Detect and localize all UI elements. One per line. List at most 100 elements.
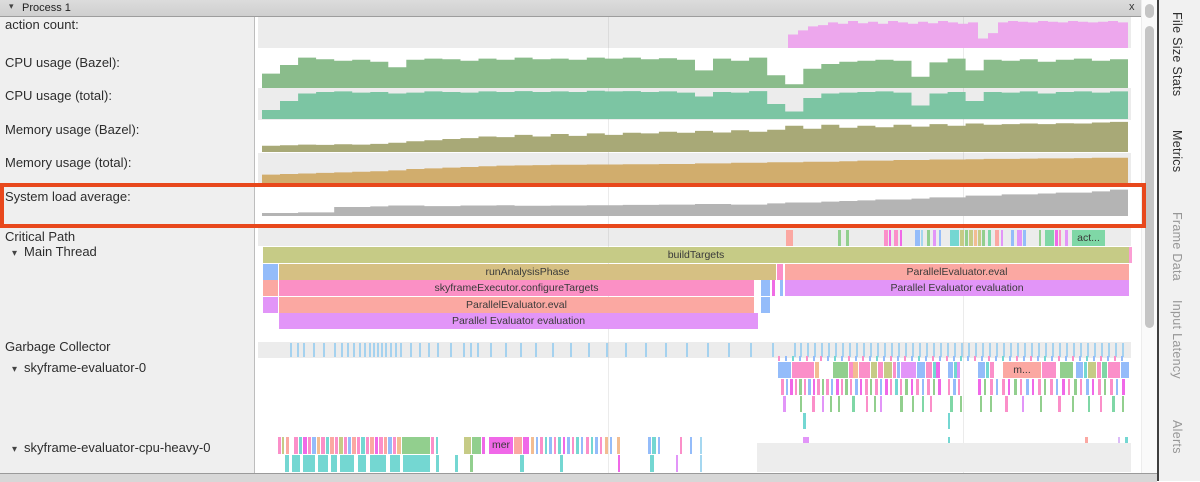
skyframe-evaluator-0-slice[interactable] — [786, 379, 788, 395]
skyframe-evaluator-cpu-heavy-0-slice[interactable] — [563, 437, 565, 454]
skyframe-evaluator-cpu-heavy-0-slice[interactable] — [581, 437, 583, 454]
skyframe-evaluator-0-slice[interactable] — [1056, 379, 1058, 395]
skyframe-evaluator-cpu-heavy-0-slice[interactable] — [321, 437, 325, 454]
evaluator-top-tick[interactable] — [862, 356, 864, 361]
critical-path-slice[interactable] — [988, 230, 991, 246]
gc-tick[interactable] — [772, 343, 774, 357]
skyframe-evaluator-cpu-heavy-0-slice[interactable] — [470, 455, 473, 472]
critical-path-slice[interactable] — [1011, 230, 1014, 246]
gc-tick[interactable] — [807, 343, 809, 357]
skyframe-evaluator-0-slice[interactable] — [808, 379, 811, 395]
skyframe-evaluator-0-slice[interactable] — [859, 362, 870, 378]
skyframe-evaluator-cpu-heavy-0-slice[interactable] — [299, 437, 302, 454]
skyframe-evaluator-cpu-heavy-0-slice[interactable] — [572, 437, 574, 454]
skyframe-evaluator-0-slice[interactable] — [996, 379, 998, 395]
gc-tick[interactable] — [400, 343, 402, 357]
skyframe-evaluator-0-slice[interactable] — [1044, 379, 1046, 395]
collapse-arrow-icon[interactable]: ▾ — [12, 248, 18, 259]
skyframe-evaluator-0-slice[interactable] — [1032, 379, 1034, 395]
skyframe-evaluator-0-slice[interactable] — [841, 379, 843, 395]
gc-tick[interactable] — [926, 343, 928, 357]
gc-tick[interactable] — [1115, 343, 1117, 357]
skyframe-evaluator-0-slice[interactable] — [953, 379, 956, 395]
skyframe-evaluator-0-slice[interactable] — [1108, 362, 1120, 378]
skyframe-evaluator-0-slice[interactable] — [853, 362, 858, 378]
evaluator-top-tick[interactable] — [1051, 356, 1053, 361]
skyframe-evaluator-0-slice[interactable] — [1088, 396, 1090, 412]
gc-tick[interactable] — [1122, 343, 1124, 357]
skyframe-evaluator-0-slice[interactable] — [900, 396, 903, 412]
evaluator-top-tick[interactable] — [778, 356, 780, 361]
evaluator-top-tick[interactable] — [1044, 356, 1046, 361]
skyframe-evaluator-0-slice[interactable] — [830, 396, 832, 412]
critical-path-slice[interactable] — [978, 230, 981, 246]
evaluator-top-tick[interactable] — [876, 356, 878, 361]
skyframe-evaluator-0-slice[interactable] — [845, 379, 848, 395]
skyframe-evaluator-0-slice[interactable] — [836, 379, 839, 395]
skyframe-evaluator-cpu-heavy-0-slice[interactable] — [567, 437, 570, 454]
skyframe-evaluator-cpu-heavy-0-slice[interactable] — [361, 437, 365, 454]
skyframe-evaluator-0-slice[interactable] — [870, 379, 872, 395]
gc-tick[interactable] — [390, 343, 392, 357]
skyframe-evaluator-cpu-heavy-0-slice[interactable] — [676, 455, 678, 472]
skyframe-evaluator-0-slice[interactable] — [1092, 379, 1094, 395]
gc-tick[interactable] — [728, 343, 730, 357]
collapse-arrow-icon[interactable]: ▾ — [12, 364, 18, 375]
gc-tick[interactable] — [381, 343, 383, 357]
gc-tick[interactable] — [821, 343, 823, 357]
skyframe-evaluator-0-slice[interactable] — [822, 379, 824, 395]
skyframe-evaluator-cpu-heavy-0-slice[interactable] — [545, 437, 547, 454]
gc-tick[interactable] — [1024, 343, 1026, 357]
evaluator-top-tick[interactable] — [855, 356, 857, 361]
gc-tick[interactable] — [588, 343, 590, 357]
main-thread-slice[interactable] — [263, 264, 278, 280]
evaluator-top-tick[interactable] — [1023, 356, 1025, 361]
skyframe-evaluator-cpu-heavy-0-slice[interactable] — [618, 455, 620, 472]
skyframe-evaluator-0-slice[interactable] — [1110, 379, 1113, 395]
main-thread-slice[interactable] — [263, 280, 278, 296]
gc-tick[interactable] — [750, 343, 752, 357]
gc-tick[interactable] — [359, 343, 361, 357]
gc-tick[interactable] — [1066, 343, 1068, 357]
skyframe-evaluator-cpu-heavy-0-slice[interactable] — [339, 437, 343, 454]
evaluator-top-tick[interactable] — [1002, 356, 1004, 361]
gc-tick[interactable] — [1031, 343, 1033, 357]
gc-tick[interactable] — [870, 343, 872, 357]
critical-path-slice[interactable] — [894, 230, 898, 246]
skyframe-evaluator-0-slice[interactable] — [1122, 396, 1124, 412]
collapse-arrow-icon[interactable]: ▾ — [12, 444, 18, 455]
skyframe-evaluator-0-slice[interactable] — [1050, 379, 1053, 395]
skyframe-evaluator-cpu-heavy-0-slice[interactable] — [278, 437, 281, 454]
skyframe-evaluator-cpu-heavy-0-slice[interactable] — [436, 437, 438, 454]
critical-path-slice[interactable] — [1055, 230, 1058, 246]
evaluator-top-tick[interactable] — [932, 356, 934, 361]
evaluator-top-tick[interactable] — [1009, 356, 1011, 361]
main-thread-slice[interactable] — [772, 280, 775, 296]
skyframe-evaluator-0-slice[interactable] — [838, 396, 840, 412]
skyframe-evaluator-0-slice[interactable] — [1104, 379, 1106, 395]
gc-tick[interactable] — [968, 343, 970, 357]
skyframe-evaluator-0-slice[interactable] — [885, 379, 888, 395]
skyframe-evaluator-0-slice[interactable] — [917, 362, 925, 378]
skyframe-evaluator-cpu-heavy-0-slice[interactable] — [402, 437, 430, 454]
skyframe-evaluator-cpu-heavy-0-slice[interactable] — [436, 455, 439, 472]
gc-tick[interactable] — [686, 343, 688, 357]
gc-tick[interactable] — [1010, 343, 1012, 357]
gc-tick[interactable] — [395, 343, 397, 357]
evaluator-top-tick[interactable] — [939, 356, 941, 361]
skyframe-evaluator-0-slice[interactable] — [1068, 379, 1070, 395]
gc-tick[interactable] — [364, 343, 366, 357]
critical-path-slice[interactable] — [846, 230, 849, 246]
skyframe-evaluator-cpu-heavy-0-slice[interactable] — [285, 455, 289, 472]
skyframe-evaluator-0-slice[interactable] — [875, 379, 878, 395]
skyframe-evaluator-cpu-heavy-0-slice-labeled[interactable]: mer — [489, 437, 513, 454]
skyframe-evaluator-0-slice[interactable] — [990, 396, 992, 412]
evaluator-top-tick[interactable] — [911, 356, 913, 361]
skyframe-evaluator-cpu-heavy-0-slice[interactable] — [560, 455, 563, 472]
skyframe-evaluator-cpu-heavy-0-slice[interactable] — [308, 437, 311, 454]
gc-tick[interactable] — [419, 343, 421, 357]
gc-tick[interactable] — [961, 343, 963, 357]
skyframe-evaluator-cpu-heavy-0-slice[interactable] — [384, 437, 387, 454]
gc-tick[interactable] — [1059, 343, 1061, 357]
skyframe-evaluator-0-slice[interactable] — [905, 379, 908, 395]
